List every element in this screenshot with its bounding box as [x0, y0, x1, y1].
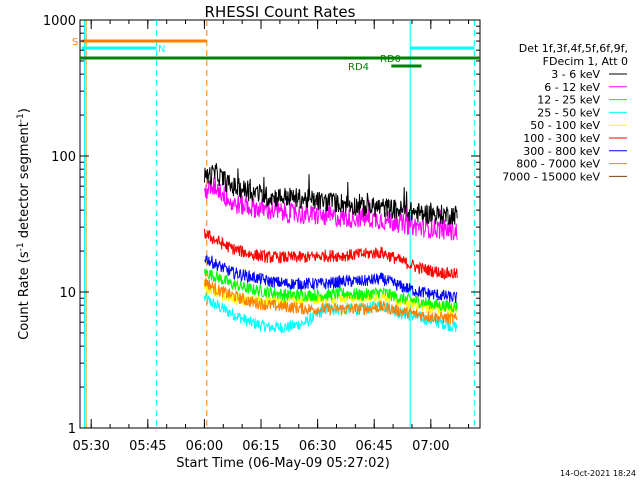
- legend-entry-label: 25 - 50 keV: [537, 106, 600, 119]
- series-line: [204, 268, 458, 314]
- x-tick-label: 06:00: [186, 439, 223, 454]
- x-tick-label: 05:30: [72, 439, 109, 454]
- bands-layer: S N RD0 RD4: [72, 20, 480, 428]
- legend-entry-label: 7000 - 15000 keV: [502, 170, 600, 183]
- series-line: [204, 255, 458, 304]
- series-line: [204, 177, 458, 241]
- legend-entry-label: 100 - 300 keV: [523, 132, 600, 145]
- legend-header-1: Det 1f,3f,4f,5f,6f,9f,: [519, 42, 628, 55]
- series-line: [204, 163, 458, 225]
- x-axis-label: Start Time (06-May-09 05:27:02): [176, 456, 390, 471]
- flag-label: RD4: [348, 62, 369, 73]
- legend-entry-label: 3 - 6 keV: [551, 68, 600, 81]
- legend-entry-label: 300 - 800 keV: [523, 145, 600, 158]
- y-tick-label: 1: [68, 422, 76, 437]
- x-tick-label: 07:00: [412, 439, 449, 454]
- chart-title: RHESSI Count Rates: [205, 3, 356, 21]
- x-tick-label: 05:45: [129, 439, 166, 454]
- x-tick-label: 06:30: [299, 439, 336, 454]
- series-layer: [204, 163, 458, 334]
- legend-header-2: FDecim 1, Att 0: [543, 55, 628, 68]
- y-label-mid: detector segment: [17, 122, 32, 242]
- y-tick-label: 100: [51, 150, 76, 165]
- y-label-end: ): [17, 108, 32, 113]
- y-label-sup-1: -1: [16, 242, 26, 251]
- legend: Det 1f,3f,4f,5f,6f,9f, FDecim 1, Att 0 3…: [502, 42, 628, 183]
- legend-entry-label: 12 - 25 keV: [537, 94, 600, 107]
- flag-label: S: [72, 37, 78, 48]
- series-line: [204, 277, 458, 325]
- legend-entry-label: 6 - 12 keV: [544, 81, 600, 94]
- y-tick-label: 10: [59, 286, 76, 301]
- ticks-layer: 1 10 100 1000 05:30 05:45 06:00 06:15 06:30 06:45…: [43, 14, 480, 454]
- series-line: [204, 228, 458, 280]
- y-axis-label: Count Rate (s-1 detector segment-1): [16, 108, 32, 340]
- x-tick-label: 06:45: [355, 439, 392, 454]
- footer-date: 14-Oct-2021 18:24: [560, 469, 636, 478]
- x-tick-label: 06:15: [242, 439, 279, 454]
- flag-label: RD0: [380, 54, 401, 65]
- y-tick-label: 1000: [43, 14, 76, 29]
- y-label-sup-2: -1: [16, 113, 26, 122]
- flag-label: N: [158, 44, 165, 55]
- legend-entry-label: 800 - 7000 keV: [516, 158, 600, 171]
- legend-entry-label: 50 - 100 keV: [530, 119, 600, 132]
